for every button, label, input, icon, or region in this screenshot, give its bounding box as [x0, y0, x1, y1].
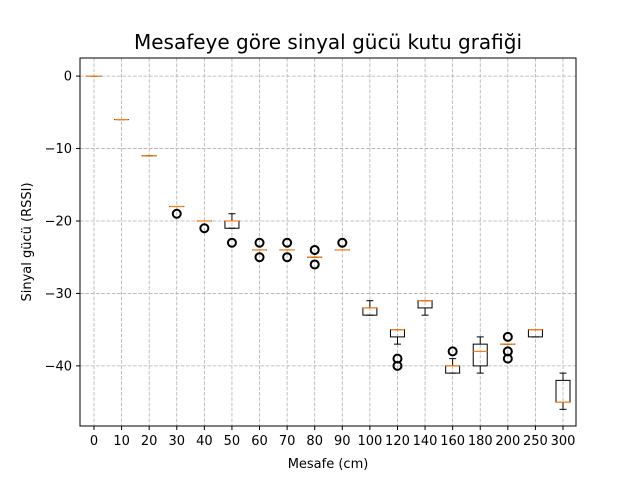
- outlier-point: [171, 208, 182, 219]
- outlier-point: [199, 223, 210, 234]
- box-series: [86, 75, 571, 410]
- x-axis-label: Mesafe (cm): [288, 457, 369, 472]
- x-tick-label: 100: [357, 434, 382, 449]
- box-300: [555, 372, 571, 410]
- outlier-point: [392, 360, 403, 371]
- x-tick-label: 0: [90, 434, 98, 449]
- box-30: [169, 205, 185, 219]
- box-80: [307, 244, 323, 270]
- box-100: [362, 300, 378, 316]
- y-tick-label: −30: [45, 287, 72, 302]
- y-tick-label: −10: [45, 142, 72, 157]
- x-tick-label: 80: [306, 434, 323, 449]
- y-gridlines: [80, 75, 576, 367]
- x-tick-label: 140: [413, 434, 438, 449]
- box-60: [252, 237, 268, 263]
- x-tick-label: 10: [113, 434, 130, 449]
- box-250: [527, 329, 543, 338]
- x-tick-label: 40: [196, 434, 213, 449]
- box-90: [334, 237, 350, 251]
- outlier-point: [282, 237, 293, 248]
- x-tick-label: 30: [168, 434, 185, 449]
- box-120: [389, 329, 405, 371]
- iqr-box: [472, 343, 488, 367]
- x-gridlines: [93, 58, 564, 426]
- outlier-point: [502, 331, 513, 342]
- x-tick-label: 60: [251, 434, 268, 449]
- outlier-point: [254, 237, 265, 248]
- outlier-point: [282, 252, 293, 263]
- x-tick-label: 160: [440, 434, 465, 449]
- y-tick-label: −20: [45, 214, 72, 229]
- box-70: [279, 237, 295, 263]
- y-tick-label: 0: [64, 70, 72, 85]
- y-axis: 0 −10 −20 −30 −40: [45, 70, 80, 374]
- x-axis: 0 10 20 30 40 50 60 70 80 90 100 120 140 160 180 200 250…: [90, 426, 576, 449]
- x-tick-label: 300: [551, 434, 576, 449]
- x-tick-label: 180: [468, 434, 493, 449]
- x-tick-label: 90: [334, 434, 351, 449]
- outlier-point: [502, 353, 513, 364]
- y-tick-label: −40: [45, 359, 72, 374]
- chart-title: Mesafeye göre sinyal gücü kutu grafiği: [134, 30, 522, 54]
- box-140: [417, 300, 433, 316]
- box-50: [224, 213, 240, 248]
- box-180: [472, 336, 488, 374]
- x-tick-label: 200: [495, 434, 520, 449]
- outlier-point: [309, 244, 320, 255]
- x-tick-label: 250: [523, 434, 548, 449]
- box-200: [500, 331, 516, 364]
- plot-frame: [79, 57, 577, 427]
- outlier-point: [447, 346, 458, 357]
- y-axis-label: Sinyal gücü (RSSI): [20, 182, 35, 301]
- outlier-point: [254, 252, 265, 263]
- outlier-point: [226, 237, 237, 248]
- x-tick-label: 20: [141, 434, 158, 449]
- box-160: [445, 346, 461, 374]
- box-40: [196, 220, 212, 234]
- outlier-point: [337, 237, 348, 248]
- outlier-point: [309, 259, 320, 270]
- x-tick-label: 50: [224, 434, 241, 449]
- x-tick-label: 70: [279, 434, 296, 449]
- x-tick-label: 120: [385, 434, 410, 449]
